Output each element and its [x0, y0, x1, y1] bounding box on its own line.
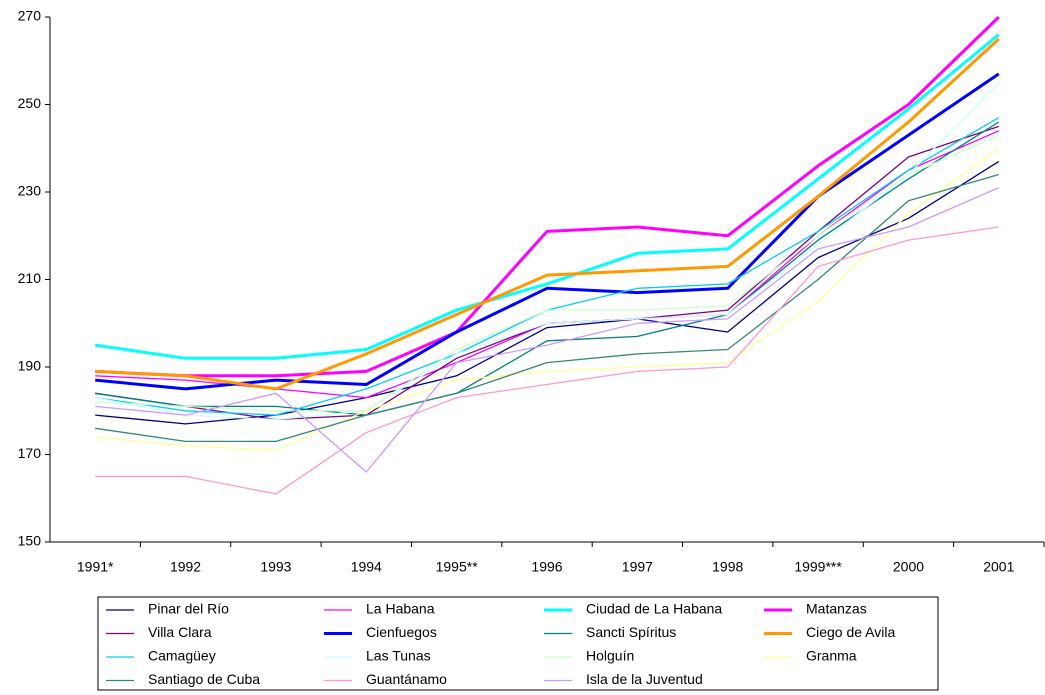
series-line [95, 134, 1000, 412]
legend-label: Isla de la Juventud [586, 671, 703, 687]
legend-label: Granma [806, 648, 857, 664]
x-tick-label: 1995** [436, 559, 479, 575]
x-tick-label: 1994 [351, 559, 382, 575]
x-tick-label: 1998 [712, 559, 743, 575]
legend-box [97, 596, 939, 691]
y-tick-label: 270 [18, 8, 42, 24]
series-line [95, 117, 1000, 416]
legend-label: Guantánamo [366, 671, 447, 687]
legend-label: Ciudad de La Habana [586, 601, 722, 617]
legend-label: Camagüey [148, 648, 216, 664]
series-line [95, 147, 1000, 451]
legend-label: Pinar del Río [148, 601, 229, 617]
legend-label: Santiago de Cuba [148, 671, 260, 687]
y-tick-label: 250 [18, 95, 42, 111]
x-tick-label: 1996 [531, 559, 562, 575]
x-tick-label: 2001 [983, 559, 1014, 575]
legend-label: Holguín [586, 648, 634, 664]
y-tick-label: 210 [18, 270, 42, 286]
x-tick-label: 1992 [170, 559, 201, 575]
series-line [95, 187, 1000, 473]
series-line [95, 226, 999, 495]
y-tick-label: 190 [18, 358, 42, 374]
legend-label: La Habana [366, 601, 435, 617]
legend-label: Sancti Spíritus [586, 624, 676, 640]
legend-label: Villa Clara [148, 624, 212, 640]
series-line [95, 82, 1000, 421]
legend-label: Cienfuegos [366, 624, 437, 640]
x-tick-label: 1993 [260, 559, 291, 575]
series-line [95, 173, 999, 443]
y-tick-label: 230 [18, 183, 42, 199]
x-tick-label: 1997 [622, 559, 653, 575]
series-line [95, 37, 1000, 391]
legend-label: Ciego de Avila [806, 624, 895, 640]
legend-label: Las Tunas [366, 648, 431, 664]
x-tick-label: 1991* [77, 559, 114, 575]
legend-label: Matanzas [806, 601, 867, 617]
y-tick-label: 170 [18, 445, 42, 461]
series-line [95, 15, 1000, 378]
x-tick-label: 2000 [893, 559, 924, 575]
series-line [95, 121, 1000, 416]
series-line [94, 33, 1000, 360]
y-tick-label: 150 [18, 533, 42, 549]
x-tick-label: 1999*** [794, 559, 842, 575]
